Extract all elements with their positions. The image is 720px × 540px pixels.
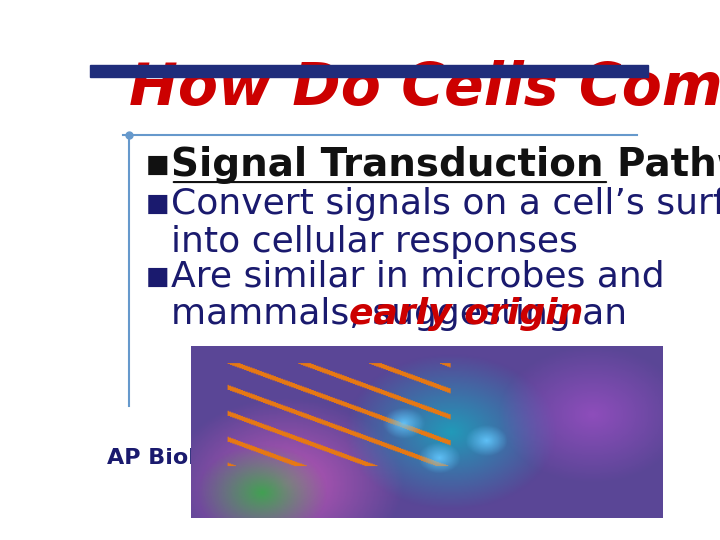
Text: Signal Transduction Pathways: Signal Transduction Pathways: [171, 146, 720, 184]
Text: How Do Cells Communicate?: How Do Cells Communicate?: [129, 60, 720, 117]
Text: ■: ■: [145, 192, 169, 216]
Text: Are similar in microbes and: Are similar in microbes and: [171, 260, 665, 294]
Text: mammals, suggesting an: mammals, suggesting an: [171, 298, 639, 331]
Text: ■: ■: [145, 153, 169, 177]
Text: early origin: early origin: [348, 298, 583, 331]
Text: ■: ■: [145, 265, 169, 289]
Text: AP Biology: AP Biology: [107, 448, 241, 468]
Text: Convert signals on a cell’s surface: Convert signals on a cell’s surface: [171, 187, 720, 221]
Bar: [90, 65, 648, 77]
Text: into cellular responses: into cellular responses: [171, 225, 577, 259]
